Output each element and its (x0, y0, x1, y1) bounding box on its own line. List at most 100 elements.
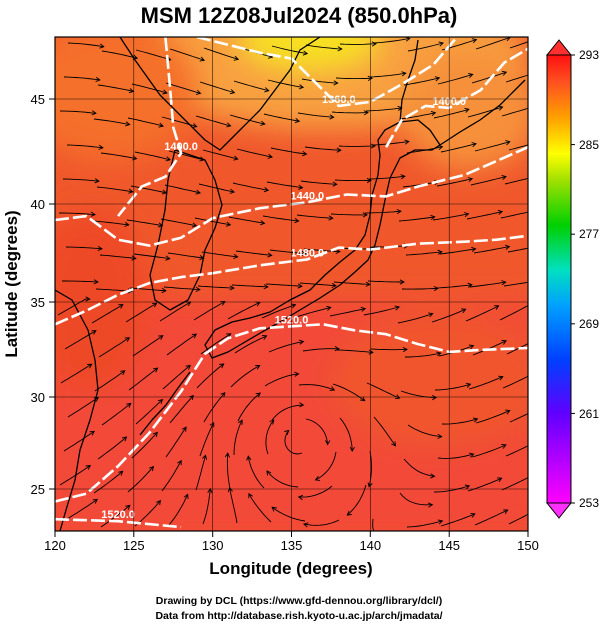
streamline-arrowhead (99, 43, 105, 49)
streamline (405, 352, 441, 358)
streamline-arrowhead (471, 38, 478, 44)
streamline (315, 451, 337, 481)
streamline (433, 108, 470, 119)
streamline-arrowhead (396, 208, 402, 215)
streamline (475, 410, 510, 424)
x-axis-label: Longitude (degrees) (209, 559, 372, 578)
streamline (465, 305, 499, 322)
streamline-arrowhead (504, 244, 511, 250)
streamline-arrowhead (202, 454, 208, 460)
streamline (266, 181, 303, 189)
streamline-arrowhead (294, 118, 301, 124)
streamline-arrowhead (85, 296, 91, 302)
streamline (57, 298, 90, 316)
streamline-arrowhead (260, 220, 266, 226)
streamline-arrowhead (363, 110, 369, 116)
streamline (234, 335, 267, 354)
y-axis: 25 30 35 40 45 Latitude (degrees) (2, 92, 55, 497)
streamline (101, 403, 132, 426)
streamline (335, 77, 373, 80)
streamline-arrowhead (365, 281, 371, 287)
streamline (336, 349, 373, 353)
streamline (62, 178, 99, 182)
streamline (305, 418, 329, 445)
streamline (66, 499, 98, 520)
streamline-arrowhead (209, 421, 215, 428)
x-tick-label: 140 (359, 538, 381, 553)
streamline (271, 404, 304, 421)
colorbar-tick-label: 293 (579, 48, 599, 62)
streamline (94, 370, 126, 392)
streamline (232, 182, 269, 191)
colorbar-tick-marks (571, 54, 575, 504)
streamline (470, 176, 507, 186)
streamline (100, 505, 131, 528)
streamline (201, 251, 238, 258)
streamline (135, 399, 163, 425)
streamline (302, 348, 339, 352)
streamline-arrowhead (430, 473, 436, 479)
streamline-arrowhead (299, 402, 305, 408)
streamline (64, 330, 97, 350)
streamline-arrowhead (329, 114, 335, 120)
streamline-arrowhead (532, 209, 536, 213)
streamline (99, 254, 136, 259)
streamline-arrowhead (260, 120, 266, 126)
temperature-field-west (55, 210, 150, 390)
streamline-arrowhead (505, 140, 511, 146)
streamline (92, 220, 129, 226)
streamline (372, 518, 375, 531)
streamline-arrowhead (157, 398, 164, 405)
streamline (298, 485, 333, 498)
streamline-arrowhead (468, 344, 475, 350)
streamline (125, 302, 157, 323)
streamline (296, 214, 333, 219)
streamline-arrowhead (302, 522, 309, 528)
streamline (199, 422, 215, 457)
streamline (509, 41, 528, 49)
streamline-arrowhead (237, 419, 243, 425)
streamline (303, 519, 340, 526)
streamline (399, 112, 436, 120)
streamline (467, 106, 503, 118)
colorbar-tick-label: 261 (579, 407, 599, 421)
streamline-arrowhead (124, 221, 130, 227)
streamline-arrowhead (536, 507, 541, 511)
streamline (226, 453, 231, 490)
streamline-arrowhead (436, 351, 442, 357)
streamline (262, 215, 299, 222)
contour-line (55, 146, 528, 247)
streamline (433, 485, 470, 493)
streamline (330, 213, 367, 216)
streamline (304, 146, 341, 151)
streamline (440, 143, 477, 153)
streamline-arrowhead (503, 509, 509, 514)
streamline (466, 211, 503, 220)
streamline (101, 50, 138, 59)
streamline (440, 513, 476, 527)
streamline (331, 111, 369, 114)
streamline (161, 460, 182, 492)
streamline-arrowhead (149, 465, 155, 472)
wind-streamlines (57, 37, 543, 531)
streamline-arrowhead (402, 346, 408, 353)
temperature-field-southeast (330, 310, 528, 450)
contour-line (55, 517, 182, 529)
streamline-arrowhead (246, 455, 252, 461)
streamline (432, 213, 469, 221)
streamline (264, 373, 299, 387)
streamline (441, 418, 478, 425)
streamline (164, 184, 201, 194)
streamline (508, 144, 528, 151)
chart-title: MSM 12Z08Jul2024 (850.0hPa) (141, 3, 458, 28)
streamline-arrowhead (467, 177, 474, 183)
coastline-japan (204, 119, 441, 359)
streamline-arrowhead (131, 255, 137, 261)
streamline (471, 444, 507, 458)
streamline-arrowhead (263, 284, 269, 290)
y-tick-label: 35 (31, 295, 45, 310)
streamline-arrowhead (118, 304, 124, 309)
streamline (169, 48, 205, 61)
streamline-arrowhead (219, 363, 225, 369)
streamline-arrowhead (538, 406, 543, 410)
